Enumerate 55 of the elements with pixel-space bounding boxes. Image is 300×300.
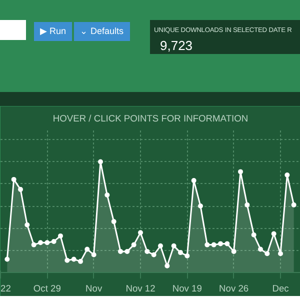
- point: [38, 240, 43, 246]
- point: [58, 233, 63, 238]
- point: [164, 263, 170, 268]
- point: [191, 178, 196, 184]
- x-tick-label: Nov 26: [219, 284, 249, 294]
- point: [118, 248, 123, 254]
- point: [251, 232, 256, 238]
- text: ⌄ Defaults: [74, 22, 130, 41]
- point: [18, 186, 23, 192]
- point: [171, 243, 176, 248]
- point: [111, 219, 116, 224]
- point: [244, 202, 250, 208]
- point: [98, 159, 103, 164]
- point: [78, 258, 83, 264]
- text: 9,723: [160, 37, 193, 55]
- point: [4, 256, 10, 262]
- point: [278, 251, 283, 256]
- chart-title: HOVER / CLICK POINTS FOR INFORMATION: [52, 114, 248, 124]
- x-tick-label: Dec: [272, 284, 290, 294]
- point: [64, 258, 70, 263]
- point: [71, 256, 76, 262]
- x-tick-label: Nov 12: [126, 284, 156, 294]
- point: [91, 252, 96, 258]
- point: [231, 248, 236, 254]
- point: [291, 202, 296, 208]
- point: [151, 252, 156, 258]
- point: [84, 246, 90, 252]
- point: [258, 246, 263, 252]
- point: [271, 231, 276, 236]
- point: [284, 172, 290, 178]
- point: [51, 238, 56, 244]
- point: [104, 192, 110, 198]
- x-tick-label: Nov: [86, 284, 102, 294]
- point: [264, 251, 270, 256]
- point: [44, 240, 50, 246]
- point: [158, 243, 163, 248]
- x-tick-label: 22: [0, 284, 11, 294]
- point: [184, 253, 190, 258]
- point: [31, 242, 36, 248]
- text: ▶ Run: [34, 22, 72, 41]
- point: [138, 230, 143, 236]
- point: [211, 242, 216, 248]
- point: [198, 204, 203, 209]
- point: [11, 176, 16, 182]
- x-tick-label: Nov 19: [172, 284, 202, 294]
- x-tick-label: Oct 29: [33, 284, 61, 294]
- point: [131, 242, 136, 248]
- point: [224, 241, 230, 246]
- point: [178, 250, 183, 256]
- point: [124, 248, 130, 254]
- point: [204, 242, 210, 248]
- point: [218, 241, 223, 246]
- point: [144, 248, 150, 254]
- point: [24, 222, 30, 228]
- point: [238, 169, 243, 174]
